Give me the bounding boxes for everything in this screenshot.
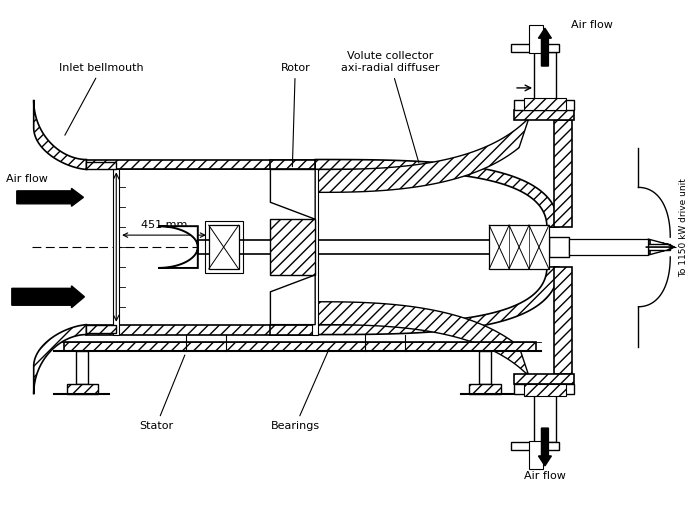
Text: Inlet bellmouth: Inlet bellmouth	[59, 63, 144, 135]
Bar	[208, 225, 238, 269]
FancyArrow shape	[539, 428, 551, 466]
Polygon shape	[33, 100, 86, 169]
Bar	[270, 219, 315, 275]
Polygon shape	[315, 160, 559, 227]
Bar	[534, 394, 556, 442]
FancyArrow shape	[17, 188, 83, 207]
Bar	[67, 384, 99, 394]
Bar	[270, 160, 315, 169]
Polygon shape	[158, 226, 198, 268]
FancyArrow shape	[12, 286, 84, 308]
Polygon shape	[315, 302, 529, 376]
Text: Rotor: Rotor	[280, 63, 310, 167]
Bar	[86, 324, 315, 335]
Bar	[76, 352, 88, 384]
FancyArrow shape	[539, 28, 551, 66]
Text: 451 mm: 451 mm	[141, 220, 187, 230]
Bar	[198, 240, 651, 254]
Bar	[534, 52, 556, 100]
Text: Air flow: Air flow	[571, 20, 612, 30]
Bar	[480, 352, 491, 384]
Polygon shape	[270, 169, 315, 219]
Bar	[549, 237, 569, 257]
Text: Stator: Stator	[139, 355, 185, 431]
Polygon shape	[315, 267, 559, 335]
Bar	[554, 120, 572, 227]
Bar	[514, 100, 574, 110]
Bar	[524, 98, 566, 110]
Bar	[569, 239, 648, 255]
Bar	[511, 44, 559, 52]
Bar	[63, 341, 536, 352]
Bar	[524, 384, 566, 396]
Bar	[529, 25, 543, 53]
Bar	[489, 225, 549, 269]
Polygon shape	[33, 324, 86, 394]
Bar	[312, 169, 318, 335]
Bar	[554, 267, 572, 374]
Text: Volute collector
axi-radial diffuser: Volute collector axi-radial diffuser	[341, 52, 439, 163]
Bar	[469, 384, 501, 394]
Text: Air flow: Air flow	[524, 471, 566, 481]
Bar	[113, 169, 120, 335]
Polygon shape	[270, 275, 315, 324]
Bar	[514, 384, 574, 394]
Bar	[514, 110, 574, 120]
Text: Bearings: Bearings	[271, 349, 329, 431]
Bar	[514, 374, 574, 384]
Bar	[86, 160, 315, 169]
Bar	[205, 221, 243, 273]
Bar	[511, 442, 559, 450]
Bar	[529, 441, 543, 469]
Text: To 1150 kW drive unit: To 1150 kW drive unit	[679, 178, 687, 277]
Polygon shape	[315, 118, 529, 193]
Bar	[270, 324, 315, 335]
Bar	[86, 324, 116, 333]
Bar	[86, 162, 116, 169]
Bar	[648, 244, 670, 250]
Text: Air flow: Air flow	[6, 175, 48, 184]
